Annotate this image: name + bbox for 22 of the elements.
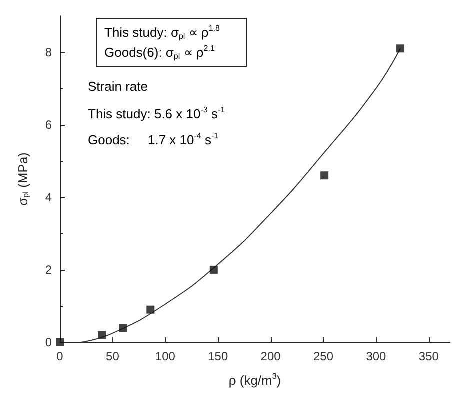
point <box>210 266 218 274</box>
x-tick-label: 350 <box>418 350 440 364</box>
x-tick-label: 0 <box>56 350 64 364</box>
y-tick-label: 2 <box>45 262 52 277</box>
annotation: Strain rate <box>88 79 148 94</box>
y-tick-label: 4 <box>45 190 52 204</box>
point <box>98 331 106 340</box>
y-tick-label: 6 <box>45 118 52 132</box>
x-tick-label: 300 <box>366 350 387 364</box>
point <box>56 338 64 346</box>
point <box>320 172 329 180</box>
point <box>146 306 155 314</box>
y-tick-label: 0 <box>45 336 52 350</box>
x-tick-label: 100 <box>155 350 176 364</box>
y-axis-title: σpl (MPa) <box>16 152 30 206</box>
x-tick-label: 200 <box>260 350 282 364</box>
point <box>396 44 404 53</box>
point <box>119 324 128 332</box>
y-tick-label: 8 <box>45 45 52 60</box>
x-tick-label: 50 <box>106 350 120 364</box>
x-tick-label: 150 <box>208 350 228 364</box>
x-tick-label: 250 <box>314 350 334 364</box>
